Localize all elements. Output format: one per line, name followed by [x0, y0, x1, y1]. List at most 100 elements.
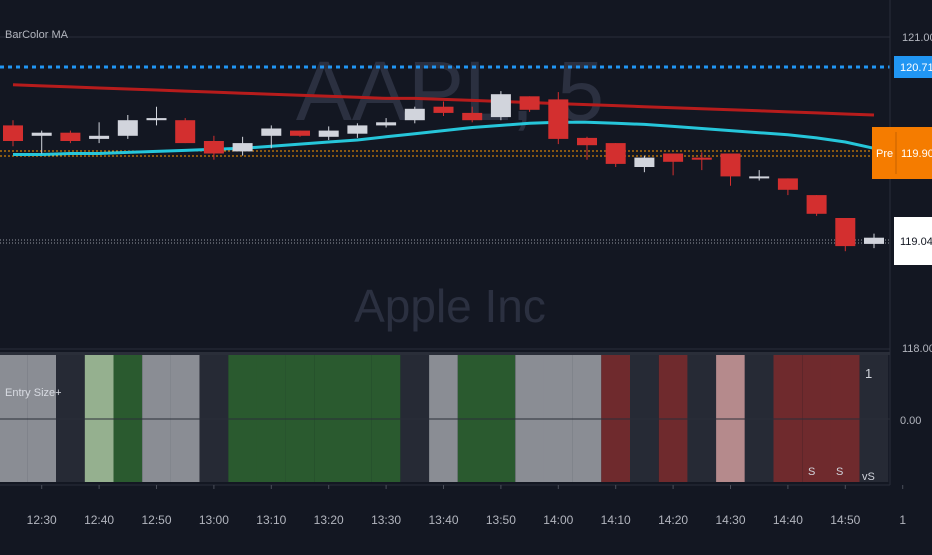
candle: [634, 155, 655, 173]
candle: [146, 106, 167, 126]
current-price-badge-label: 120.71: [900, 62, 932, 74]
grid-lines: [0, 36, 890, 420]
candle: [777, 178, 798, 196]
sell-marker-1: S: [808, 466, 815, 478]
watermark-name: Apple Inc: [354, 280, 546, 332]
candle: [261, 125, 282, 149]
time-tick-label: 14:10: [601, 513, 631, 527]
candle: [548, 92, 569, 145]
candle: [290, 130, 310, 137]
candle: [720, 153, 741, 186]
ma-fast-line: [13, 120, 875, 156]
candle: [175, 118, 196, 144]
lower-pane-corner-value: 1: [865, 366, 872, 381]
candle: [519, 96, 540, 112]
candle-body: [203, 141, 224, 154]
candle-body: [89, 135, 110, 139]
time-tick-label: 14:00: [543, 513, 573, 527]
candle-body: [548, 99, 569, 139]
candle: [31, 130, 52, 154]
indicator-label-entry-size[interactable]: Entry Size+: [5, 387, 62, 399]
last-price-badge-label: 119.04: [900, 236, 932, 248]
price-axis[interactable]: 121.00 118.00 0.00 120.71 Pre 119.90 119…: [872, 0, 932, 485]
candle-body: [232, 143, 253, 152]
candle-body: [117, 120, 138, 136]
candle: [318, 126, 339, 140]
last-price-badge: [894, 217, 932, 265]
candle: [89, 122, 110, 144]
candle: [376, 118, 397, 128]
candle: [490, 91, 511, 121]
candle-body: [261, 128, 282, 136]
candle-body: [720, 153, 741, 177]
zero-tick: 0.00: [900, 415, 921, 427]
price-tick-118: 118.00: [902, 343, 932, 355]
pre-market-badge-label: 119.90: [901, 148, 932, 160]
pane-separator[interactable]: [0, 352, 932, 355]
time-tick-label: 13:10: [256, 513, 286, 527]
current-price-badge: [894, 56, 932, 78]
candle-body: [31, 132, 52, 136]
candle-body: [433, 106, 454, 113]
time-tick-label: 12:40: [84, 513, 114, 527]
time-tick-label: 12:50: [141, 513, 171, 527]
time-tick-label: 14:30: [715, 513, 745, 527]
candle: [117, 115, 138, 139]
candle: [864, 233, 884, 249]
candle-body: [777, 178, 798, 190]
candle: [203, 135, 224, 160]
time-tick-label: 14:40: [773, 513, 803, 527]
candle-body: [605, 143, 626, 164]
candle-body: [290, 130, 310, 136]
time-tick-label: 13:50: [486, 513, 516, 527]
time-axis-background: [0, 485, 932, 550]
ma-slow-line: [12, 83, 875, 117]
time-tick-label: 13:40: [428, 513, 458, 527]
sell-marker-2: S: [836, 466, 843, 478]
candle: [691, 152, 712, 171]
pre-market-badge: [872, 127, 932, 179]
candle-body: [347, 125, 368, 134]
time-axis[interactable]: 12:30 12:40 12:50 13:00 13:10 13:20 13:30 13:40…: [0, 484, 932, 550]
candle-body: [806, 195, 827, 214]
candle: [806, 195, 827, 216]
candle-body: [3, 125, 23, 141]
candle-body: [175, 120, 196, 144]
candle: [749, 170, 770, 181]
candles: [3, 91, 884, 252]
candle: [347, 123, 368, 138]
candle-body: [146, 118, 167, 121]
candle: [835, 218, 856, 252]
candle-body: [318, 130, 339, 137]
candle-body: [490, 94, 511, 118]
time-tick-label: 14:20: [658, 513, 688, 527]
candle: [60, 130, 81, 144]
time-tick-label: 13:20: [314, 513, 344, 527]
candle-body: [462, 112, 483, 121]
candle-body: [60, 132, 81, 141]
candle-body: [404, 108, 425, 121]
time-tick-label: 13:00: [199, 513, 229, 527]
candle: [577, 136, 597, 160]
time-tick-label: 1: [899, 513, 906, 527]
candle-body: [864, 237, 884, 244]
candle: [232, 136, 253, 156]
candle: [663, 153, 684, 176]
pre-market-tag: Pre: [876, 148, 893, 160]
candle-body: [835, 218, 856, 247]
candle: [404, 106, 425, 124]
candle-body: [749, 176, 770, 179]
time-ticks: 12:30 12:40 12:50 13:00 13:10 13:20 13:30 13:40…: [27, 485, 906, 527]
price-tick-121: 121.00: [902, 32, 932, 44]
candle-body: [577, 137, 597, 146]
candle-body: [691, 157, 712, 160]
candle-body: [663, 153, 684, 162]
sell-marker-3: vS: [862, 471, 875, 483]
candle: [433, 101, 454, 116]
candle: [3, 120, 23, 147]
candle-body: [519, 96, 540, 110]
candle-body: [634, 157, 655, 167]
indicator-label-barcolor-ma[interactable]: BarColor MA: [5, 29, 69, 41]
